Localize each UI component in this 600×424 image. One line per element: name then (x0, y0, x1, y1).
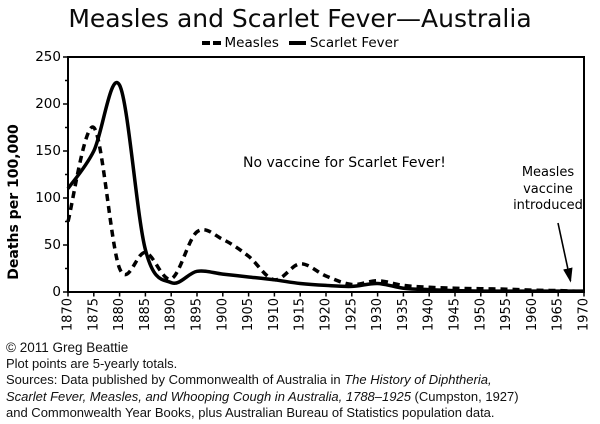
x-tick-label: 1970 (577, 298, 592, 331)
footnotes: © 2011 Greg Beattie Plot points are 5-yea… (6, 340, 596, 421)
series-line-measles (66, 125, 585, 293)
legend-label-scarlet-fever: Scarlet Fever (309, 35, 399, 51)
x-tick-label: 1890 (164, 298, 179, 331)
x-tick-label: 1880 (112, 298, 127, 331)
chart-legend: Measles Scarlet Fever (0, 34, 600, 52)
footnote-line: Scarlet Fever, Measles, and Whooping Cou… (6, 389, 596, 405)
annotation-measles-vaccine: Measles vaccine introduced (513, 165, 583, 213)
solid-line-icon (288, 41, 306, 45)
footnote-text: (Cumpston, 1927) (410, 388, 519, 404)
y-tick-label: 150 (35, 143, 61, 159)
series-lines (66, 80, 585, 293)
x-tick-label: 1945 (448, 298, 463, 331)
footnote-line: © 2011 Greg Beattie (6, 340, 596, 356)
footnote-line: and Commonwealth Year Books, plus Austra… (6, 405, 596, 421)
footnote-text: and Commonwealth Year Books, plus Austra… (6, 404, 495, 420)
axis-ticks (63, 56, 585, 297)
footnote-line: Plot points are 5-yearly totals. (6, 356, 596, 372)
x-tick-label: 1940 (422, 298, 437, 331)
y-tick-label: 0 (52, 284, 61, 300)
x-tick-label: 1870 (61, 298, 76, 331)
footnote-text: © 2011 Greg Beattie (6, 340, 129, 355)
legend-label-measles: Measles (224, 35, 279, 51)
x-tick-label: 1905 (241, 298, 256, 331)
footnote-text-italic: The History of Diphtheria, (344, 372, 492, 388)
y-tick-label: 250 (35, 49, 61, 65)
x-tick-label: 1960 (525, 298, 540, 331)
x-tick-label: 1935 (396, 298, 411, 331)
y-tick-label: 50 (44, 237, 61, 253)
x-tick-label: 1925 (344, 298, 359, 331)
footnote-text: Plot points are 5-yearly totals. (6, 356, 178, 372)
x-tick-label: 1875 (86, 298, 101, 331)
y-tick-label: 100 (35, 190, 61, 206)
x-tick-label: 1920 (319, 298, 334, 331)
chart-title: Measles and Scarlet Fever—Australia (68, 4, 532, 33)
x-tick-label: 1915 (293, 298, 308, 331)
axis-tick-labels: 0 50 100 150 200 250 1870 1875 1880 1885 1890 1895 1… (35, 49, 591, 331)
footnote-text-italic: Scarlet Fever, Measles, and Whooping Cou… (6, 388, 411, 404)
annotation-no-vaccine: No vaccine for Scarlet Fever! (243, 155, 446, 171)
x-tick-label: 1910 (267, 298, 282, 331)
x-tick-label: 1885 (138, 298, 153, 331)
vaccine-arrow (557, 222, 573, 283)
y-axis-title: Deaths per 100,000 (6, 124, 22, 280)
footnote-text: Sources: Data published by Commonwealth … (6, 372, 345, 388)
series-line-scarlet-fever (66, 80, 584, 293)
x-tick-label: 1900 (215, 298, 230, 331)
legend-item-measles: Measles (201, 35, 279, 51)
x-tick-label: 1930 (370, 298, 385, 331)
x-tick-label: 1950 (473, 298, 488, 331)
x-tick-label: 1965 (551, 298, 566, 331)
dashed-line-icon (201, 41, 221, 45)
footnote-line: Sources: Data published by Commonwealth … (6, 372, 596, 388)
y-tick-label: 200 (35, 96, 61, 112)
legend-item-scarlet-fever: Scarlet Fever (288, 35, 399, 51)
x-tick-label: 1895 (190, 298, 205, 331)
x-tick-label: 1955 (499, 298, 514, 331)
